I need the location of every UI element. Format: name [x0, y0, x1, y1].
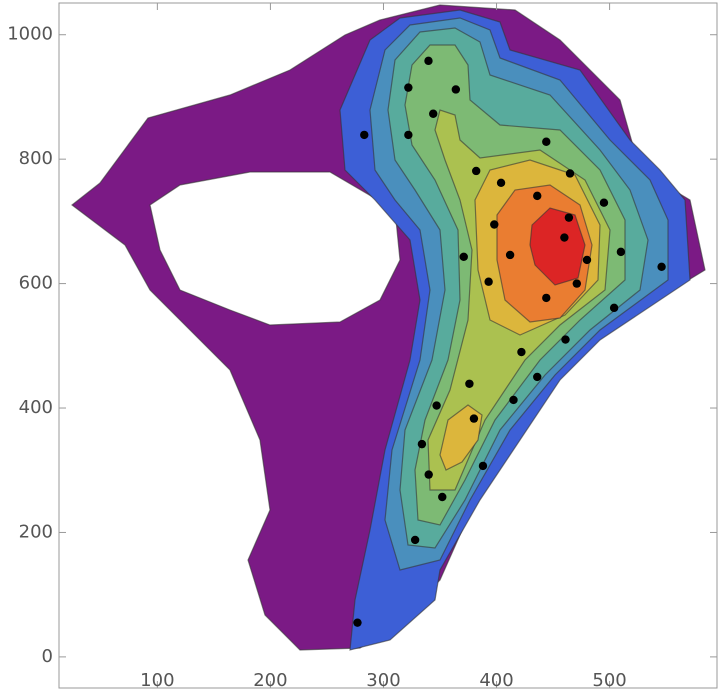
data-point — [465, 379, 474, 388]
x-tick-label: 300 — [366, 670, 400, 691]
x-tick-label: 100 — [140, 670, 174, 691]
data-point — [353, 618, 362, 627]
data-point — [410, 535, 420, 545]
x-tick-label: 400 — [479, 670, 513, 691]
data-point — [496, 178, 506, 188]
x-tick-label: 200 — [253, 670, 287, 691]
data-point — [490, 220, 499, 229]
data-point — [564, 213, 574, 222]
data-point — [404, 83, 413, 92]
data-point — [542, 137, 551, 146]
data-point — [424, 56, 433, 66]
y-tick-label: 1000 — [7, 24, 53, 45]
data-point — [424, 470, 433, 479]
data-point — [533, 191, 542, 201]
data-point — [432, 401, 441, 410]
y-tick-label: 400 — [19, 397, 53, 418]
data-point — [469, 414, 479, 423]
data-point — [533, 372, 542, 382]
data-point — [459, 252, 468, 262]
data-point — [565, 169, 575, 178]
data-point — [471, 166, 481, 176]
data-point — [438, 492, 447, 502]
contour-bands — [71, 4, 706, 651]
y-tick-label: 200 — [19, 521, 53, 542]
data-point — [517, 347, 526, 357]
data-point — [657, 262, 666, 271]
data-point — [582, 255, 592, 265]
data-point — [451, 85, 461, 94]
data-point — [616, 247, 626, 257]
data-point — [417, 439, 427, 449]
y-tick-label: 600 — [19, 273, 53, 294]
data-point — [360, 130, 369, 140]
data-point — [599, 198, 609, 207]
contour-band — [529, 207, 586, 286]
data-point — [542, 293, 551, 303]
y-tick-label: 0 — [42, 646, 53, 667]
data-point — [505, 250, 515, 260]
data-point — [484, 277, 493, 286]
data-point — [478, 461, 488, 471]
data-point — [404, 130, 413, 140]
data-point — [560, 233, 569, 242]
data-point — [429, 109, 438, 118]
data-point — [609, 303, 619, 313]
data-point — [572, 279, 582, 288]
data-point — [509, 395, 518, 405]
y-tick-label: 800 — [19, 148, 53, 169]
data-point — [561, 335, 570, 344]
x-tick-label: 500 — [592, 670, 626, 691]
plot-frame — [58, 2, 718, 689]
